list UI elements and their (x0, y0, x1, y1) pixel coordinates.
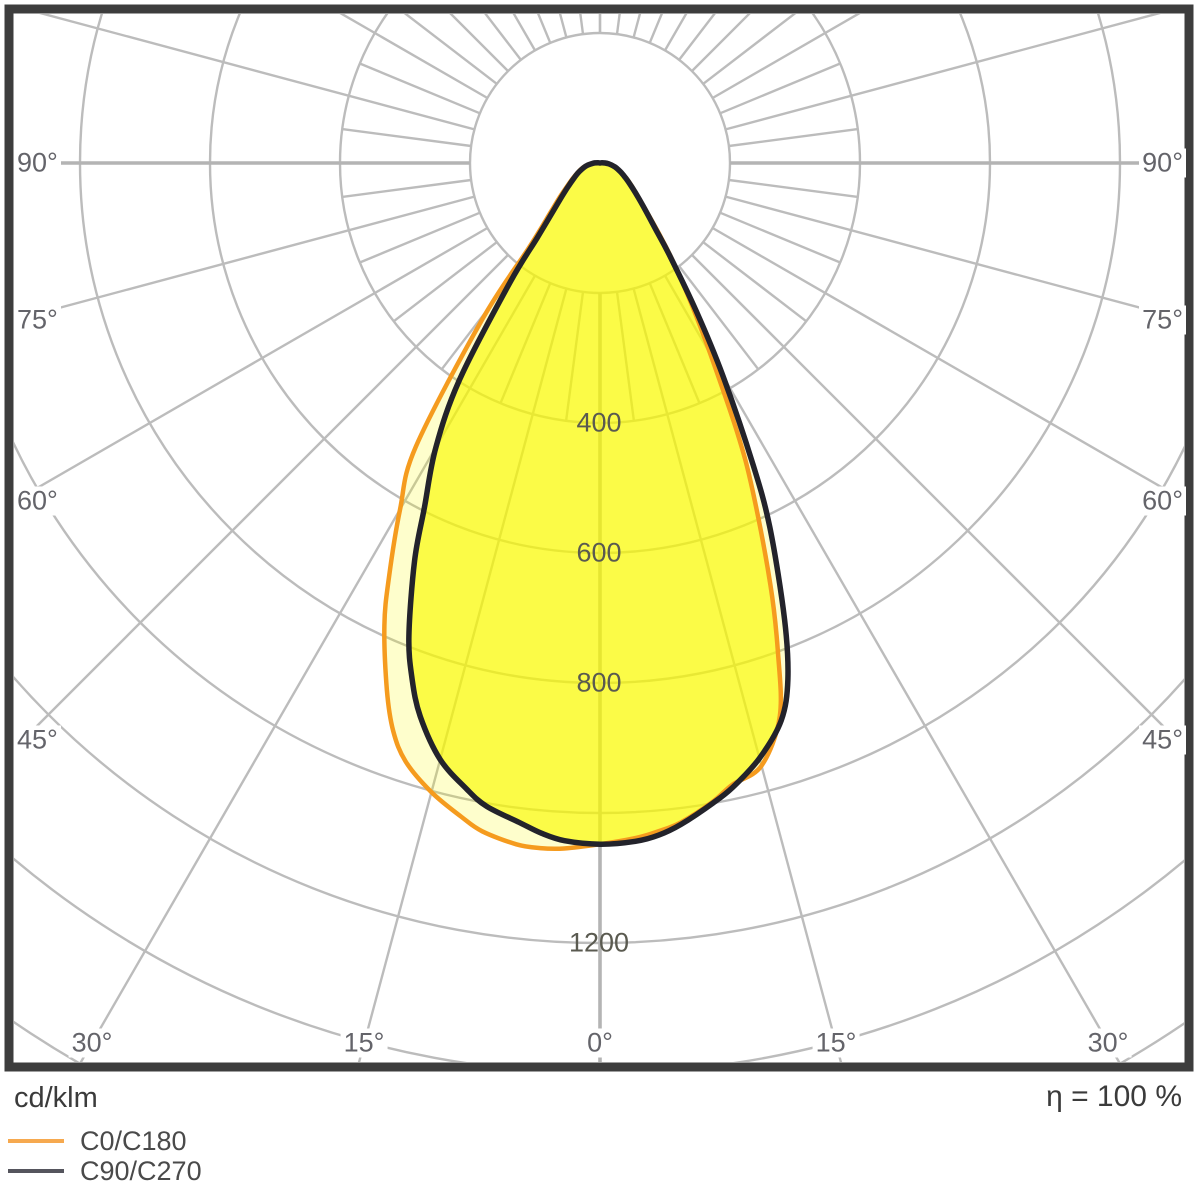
angle-label-bottom: 30° (68, 1028, 116, 1058)
grid-ray-major (711, 14, 861, 100)
efficiency-label: η = 100 % (1046, 1080, 1182, 1113)
grid-ray-minor (678, 14, 716, 61)
curve-c90-c270 (406, 160, 791, 847)
angle-label-bottom: 0° (584, 1028, 616, 1058)
grid-ray-minor (719, 62, 841, 115)
angle-label-bottom: 15° (812, 1028, 860, 1058)
grid-ray-minor (728, 127, 858, 148)
grid-ray-minor (537, 14, 552, 44)
plot-border (4, 4, 1194, 1072)
grid-ray-major (39, 14, 475, 131)
grid-ray-minor (678, 265, 760, 371)
grid-ray-minor (719, 211, 841, 264)
grid-ray-major (725, 195, 1184, 321)
legend-row-c0-c180: C0/C180 (8, 1126, 202, 1156)
angle-label-right: 45° (1139, 725, 1186, 755)
radial-label: 600 (576, 537, 622, 568)
grid-ray-major (725, 14, 1161, 131)
grid-ray-minor (702, 241, 808, 323)
radial-label: 400 (576, 407, 622, 438)
angle-label-bottom: 15° (340, 1028, 388, 1058)
grid-ray-minor (359, 62, 481, 115)
grid-ray-minor (403, 14, 498, 85)
legend-label-c90-c270: C90/C270 (80, 1155, 202, 1186)
radial-label: 800 (576, 667, 622, 698)
grid-ray-minor (648, 14, 663, 44)
legend-line-c90-c270-icon (8, 1169, 64, 1173)
angle-label-left: 45° (14, 725, 61, 755)
grid-ray-minor (702, 14, 797, 85)
legend-line-c0-c180-icon (8, 1139, 64, 1143)
grid-ray-major (691, 254, 1184, 749)
grid-ray-minor (359, 211, 481, 264)
grid-ray-minor (342, 178, 472, 199)
grid-ray-major (14, 254, 509, 751)
grid-ray-minor (342, 127, 472, 148)
angle-label-left: 60° (14, 486, 61, 516)
angle-label-bottom: 30° (1084, 1028, 1132, 1058)
angle-label-right: 60° (1139, 486, 1186, 516)
angle-label-left: 90° (14, 148, 61, 178)
grid-ray-major (14, 195, 475, 322)
curve-overlap-fill (408, 162, 781, 845)
angle-label-left: 75° (14, 305, 61, 335)
grid-ray-minor (728, 178, 858, 199)
grid-ray-minor (392, 241, 498, 323)
angle-label-right: 75° (1139, 305, 1186, 335)
legend-row-c90-c270: C90/C270 (8, 1156, 202, 1186)
angle-label-right: 90° (1139, 148, 1186, 178)
legend: C0/C180 C90/C270 (8, 1126, 202, 1186)
grid-ray-major (339, 14, 489, 100)
radial-label: 1200 (568, 927, 630, 958)
unit-label: cd/klm (14, 1082, 98, 1114)
grid-ray-minor (484, 14, 522, 61)
legend-label-c0-c180: C0/C180 (80, 1125, 187, 1156)
